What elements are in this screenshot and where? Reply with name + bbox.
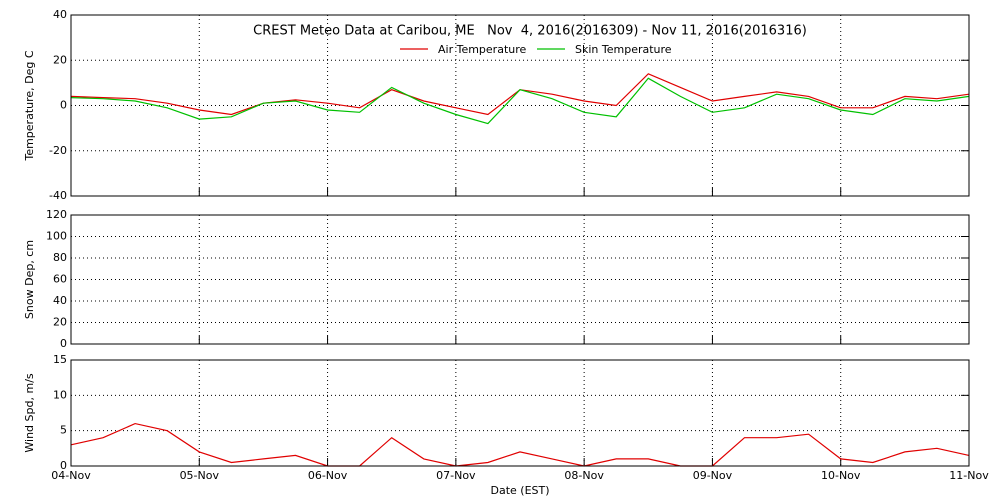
data-line (70, 77, 970, 125)
y-axis-label: Temperature, Deg C (23, 50, 36, 161)
x-tick-label: 06-Nov (308, 469, 348, 482)
y-tick-label: 40 (53, 8, 67, 21)
legend-label: Skin Temperature (575, 43, 672, 56)
y-tick-label: 10 (53, 388, 67, 401)
plot-frame (70, 14, 970, 197)
data-line (70, 422, 970, 467)
y-tick-label: 0 (60, 337, 67, 350)
plot-frame (70, 214, 970, 345)
x-tick-label: 09-Nov (693, 469, 733, 482)
y-tick-label: -20 (49, 144, 67, 157)
x-tick-label: 07-Nov (436, 469, 476, 482)
y-axis-label: Wind Spd, m/s (23, 373, 36, 453)
x-axis-label: Date (EST) (490, 484, 549, 497)
y-tick-label: 80 (53, 251, 67, 264)
legend-label: Air Temperature (438, 43, 527, 56)
y-tick-label: 15 (53, 353, 67, 366)
plot-frame (70, 359, 970, 467)
y-axis-label: Snow Dep, cm (23, 240, 36, 319)
y-tick-label: 20 (53, 53, 67, 66)
y-tick-label: 5 (60, 424, 67, 437)
x-tick-label: 10-Nov (821, 469, 861, 482)
x-tick-label: 04-Nov (51, 469, 91, 482)
y-tick-label: 40 (53, 294, 67, 307)
chart-title: CREST Meteo Data at Caribou, ME Nov 4, 2… (253, 24, 807, 39)
y-tick-label: 0 (60, 99, 67, 112)
x-tick-label: 05-Nov (180, 469, 220, 482)
y-tick-label: 120 (46, 208, 67, 221)
y-tick-label: 0 (60, 459, 67, 472)
y-tick-label: 100 (46, 230, 67, 243)
y-tick-label: 60 (53, 273, 67, 286)
y-tick-label: -40 (49, 189, 67, 202)
y-tick-label: 20 (53, 316, 67, 329)
x-tick-label: 08-Nov (564, 469, 604, 482)
x-tick-label: 11-Nov (949, 469, 989, 482)
